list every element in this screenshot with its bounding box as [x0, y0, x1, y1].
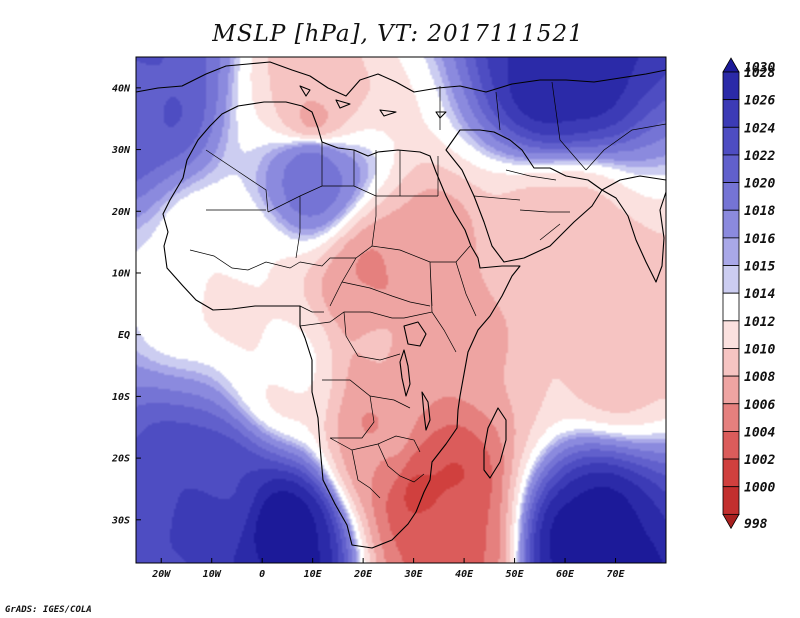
madagascar-coastline — [483, 407, 507, 479]
colorbar-top-arrow — [722, 57, 740, 73]
credit-label: GrADS: IGES/COLA — [5, 605, 92, 615]
colorbar-label: 1006 — [744, 398, 775, 413]
lat-tick-label: 30S — [111, 515, 130, 526]
colorbar-swatch — [722, 320, 740, 349]
colorbar-swatch — [722, 126, 740, 156]
colorbar-swatch — [722, 99, 740, 128]
lon-tick-label: 40E — [455, 569, 474, 580]
lon-tick-label: 0 — [259, 569, 265, 580]
lon-tick-label: 50E — [506, 569, 525, 580]
colorbar-label: 1024 — [744, 121, 775, 136]
colorbar-label: 1016 — [744, 232, 775, 247]
longitude-axis: 20W 10W 0 10E 20E 30E 40E 50E 60E 70E — [151, 558, 626, 580]
lon-tick-label: 10E — [304, 569, 323, 580]
colorbar-label: 1008 — [744, 370, 775, 385]
colorbar-swatch — [722, 182, 740, 211]
lon-tick-label: 20E — [353, 569, 373, 580]
lat-tick-label: 10N — [112, 268, 131, 279]
lake-victoria-coastline — [403, 321, 427, 347]
colorbar-label: 1022 — [744, 149, 775, 164]
colorbar-swatch — [722, 292, 740, 322]
colorbar-swatch — [722, 486, 740, 515]
lat-tick-label: 20S — [111, 454, 130, 465]
lake-malawi-coastline — [421, 391, 431, 431]
colorbar-swatch — [722, 458, 740, 488]
lon-tick-label: 60E — [556, 569, 575, 580]
map-frame — [135, 56, 667, 564]
colorbar-label: 1026 — [744, 94, 775, 109]
india-coastline — [601, 175, 666, 283]
colorbar-bottom-arrow — [722, 513, 740, 530]
lat-tick-label: 10S — [112, 392, 130, 403]
lat-tick-label: 40N — [112, 83, 131, 94]
colorbar-label: 998 — [744, 517, 768, 532]
lon-tick-label: 10W — [203, 569, 222, 580]
country-borders — [189, 81, 666, 499]
colorbar-swatch — [722, 431, 740, 460]
lon-tick-label: 20W — [151, 569, 171, 580]
colorbar-label: 1012 — [744, 315, 775, 330]
colorbar-swatch — [722, 403, 740, 432]
colorbar-label: 1010 — [744, 342, 775, 357]
colorbar-label: 1014 — [744, 287, 775, 302]
border-lines — [189, 81, 666, 499]
lake-tanganyika-coastline — [399, 349, 411, 397]
lon-tick-label: 30E — [404, 569, 424, 580]
map-panel — [136, 57, 666, 563]
colorbar-swatch — [722, 375, 740, 405]
lat-tick-label: 20N — [111, 207, 131, 218]
crete-cyprus-coastline — [379, 109, 447, 119]
africa-coastline — [162, 101, 521, 549]
colorbar-swatch — [722, 237, 740, 266]
pressure-field — [136, 57, 666, 563]
colorbar-label: 1018 — [744, 204, 775, 219]
colorbar-swatch — [722, 209, 740, 239]
colorbar-label: 1030 — [744, 60, 775, 75]
colorbar-swatch — [722, 154, 740, 183]
colorbar-swatch — [722, 348, 740, 377]
colorbar-label: 1015 — [744, 260, 775, 275]
lat-tick-label: 30N — [111, 145, 131, 156]
europe-coastline — [136, 61, 666, 97]
lon-tick-label: 70E — [606, 569, 625, 580]
sicily-sardinia-coastline — [299, 85, 351, 109]
colorbar-swatch — [722, 71, 740, 101]
colorbar-swatch — [722, 265, 740, 294]
lat-tick-label: EQ — [118, 330, 130, 341]
colorbar-label: 1000 — [744, 481, 775, 496]
colorbar-label: 1028 — [744, 66, 775, 81]
colorbar-label: 1004 — [744, 425, 775, 440]
colorbar-label: 1020 — [744, 177, 775, 192]
latitude-axis: 40N 30N 20N 10N EQ 10S 20S 30S — [111, 83, 141, 526]
coastlines — [136, 61, 666, 549]
colorbar-label: 1002 — [744, 453, 775, 468]
chart-title: MSLP [hPa], VT: 2017111521 — [211, 21, 583, 47]
